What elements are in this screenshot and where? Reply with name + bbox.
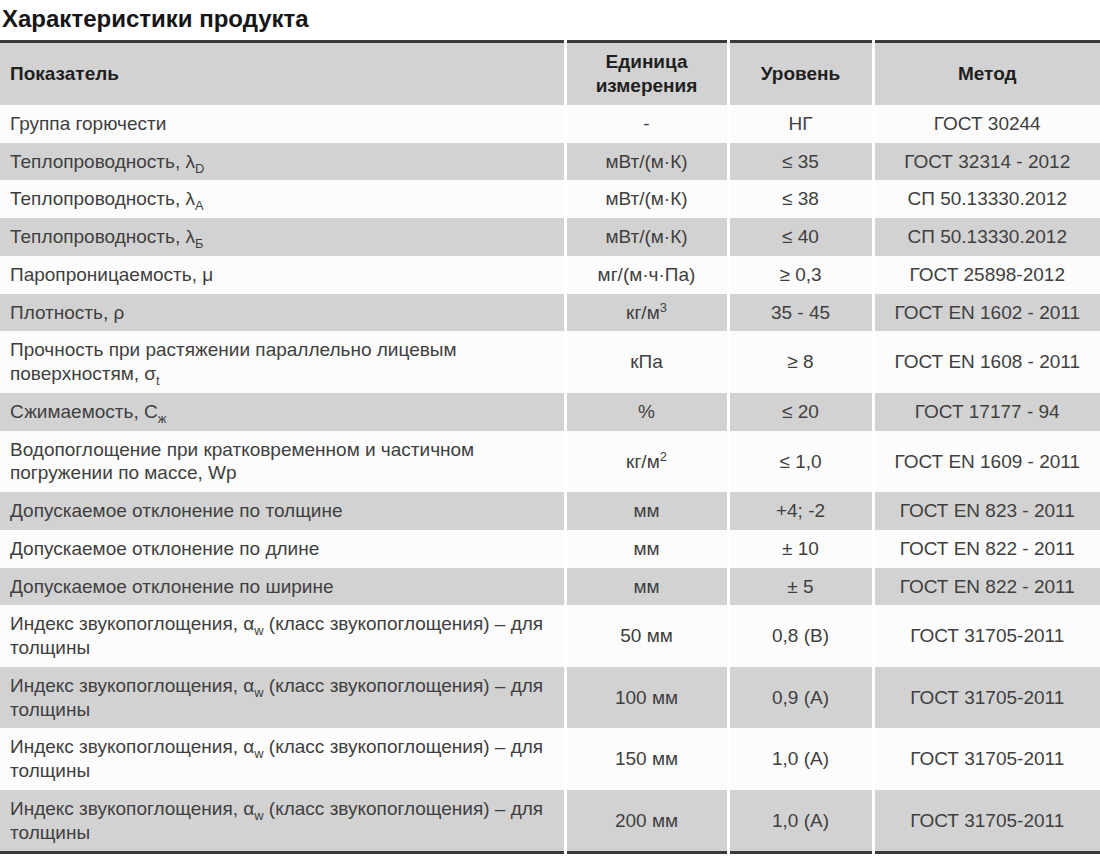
table-row: Плотность, ρкг/м335 - 45ГОСТ EN 1602 - 2… (0, 294, 1100, 332)
cell-method: ГОСТ EN 1602 - 2011 (873, 294, 1100, 332)
column-header-indicator: Показатель (0, 42, 565, 105)
cell-method: ГОСТ EN 822 - 2011 (873, 530, 1100, 568)
cell-indicator: Индекс звукопоглощения, αw (класс звукоп… (0, 667, 565, 729)
table-row: Индекс звукопоглощения, αw (класс звукоп… (0, 667, 1100, 729)
cell-level: ≤ 40 (728, 218, 873, 256)
table-header-row: Показатель Единица измерения Уровень Мет… (0, 42, 1100, 105)
cell-method: ГОСТ 31705-2011 (873, 728, 1100, 790)
table-row: Прочность при растяжении параллельно лиц… (0, 331, 1100, 393)
cell-unit: мВт/(м·К) (565, 218, 728, 256)
cell-method: ГОСТ EN 822 - 2011 (873, 568, 1100, 606)
column-header-level: Уровень (728, 42, 873, 105)
cell-unit: мм (565, 492, 728, 530)
cell-level: +4; -2 (728, 492, 873, 530)
table-row: Водопоглощение при кратковременном и час… (0, 431, 1100, 493)
table-row: Допускаемое отклонение по ширинемм± 5ГОС… (0, 568, 1100, 606)
table-row: Допускаемое отклонение по длинемм± 10ГОС… (0, 530, 1100, 568)
cell-unit: мм (565, 568, 728, 606)
cell-unit: кг/м2 (565, 431, 728, 493)
cell-indicator: Теплопроводность, λА (0, 180, 565, 218)
cell-level: ≤ 1,0 (728, 431, 873, 493)
cell-level: 1,0 (А) (728, 728, 873, 790)
column-header-unit: Единица измерения (565, 42, 728, 105)
cell-unit: 200 мм (565, 790, 728, 853)
cell-indicator: Паропроницаемость, μ (0, 256, 565, 294)
cell-level: ≤ 20 (728, 393, 873, 431)
cell-level: 0,9 (А) (728, 667, 873, 729)
cell-method: ГОСТ 32314 - 2012 (873, 143, 1100, 181)
cell-level: 1,0 (А) (728, 790, 873, 853)
table-body: Группа горючести-НГГОСТ 30244Теплопровод… (0, 105, 1100, 853)
column-header-method: Метод (873, 42, 1100, 105)
cell-level: ≤ 35 (728, 143, 873, 181)
cell-indicator: Группа горючести (0, 105, 565, 143)
table-row: Теплопроводность, λАмВт/(м·К)≤ 38СП 50.1… (0, 180, 1100, 218)
cell-unit: мм (565, 530, 728, 568)
cell-method: ГОСТ 31705-2011 (873, 790, 1100, 853)
cell-level: ≤ 38 (728, 180, 873, 218)
table-row: Допускаемое отклонение по толщинемм+4; -… (0, 492, 1100, 530)
table-row: Группа горючести-НГГОСТ 30244 (0, 105, 1100, 143)
cell-method: ГОСТ 31705-2011 (873, 605, 1100, 667)
cell-indicator: Теплопроводность, λD (0, 143, 565, 181)
page-title: Характеристики продукта (2, 6, 1100, 32)
cell-method: СП 50.13330.2012 (873, 180, 1100, 218)
cell-level: ≥ 0,3 (728, 256, 873, 294)
cell-indicator: Индекс звукопоглощения, αw (класс звукоп… (0, 728, 565, 790)
cell-indicator: Допускаемое отклонение по ширине (0, 568, 565, 606)
cell-unit: кПа (565, 331, 728, 393)
table-row: Паропроницаемость, μмг/(м·ч·Па)≥ 0,3ГОСТ… (0, 256, 1100, 294)
cell-indicator: Водопоглощение при кратковременном и час… (0, 431, 565, 493)
cell-unit: мВт/(м·К) (565, 143, 728, 181)
cell-method: ГОСТ 17177 - 94 (873, 393, 1100, 431)
cell-method: ГОСТ EN 1608 - 2011 (873, 331, 1100, 393)
cell-method: ГОСТ EN 823 - 2011 (873, 492, 1100, 530)
cell-indicator: Индекс звукопоглощения, αw (класс звукоп… (0, 790, 565, 853)
table-row: Индекс звукопоглощения, αw (класс звукоп… (0, 728, 1100, 790)
table-header: Показатель Единица измерения Уровень Мет… (0, 42, 1100, 105)
cell-level: 0,8 (В) (728, 605, 873, 667)
page: Характеристики продукта Показатель Едини… (0, 0, 1100, 857)
cell-unit: 100 мм (565, 667, 728, 729)
cell-level: ≥ 8 (728, 331, 873, 393)
table-row: Индекс звукопоглощения, αw (класс звукоп… (0, 790, 1100, 853)
cell-method: ГОСТ 25898-2012 (873, 256, 1100, 294)
cell-indicator: Плотность, ρ (0, 294, 565, 332)
cell-method: ГОСТ 31705-2011 (873, 667, 1100, 729)
cell-indicator: Допускаемое отклонение по длине (0, 530, 565, 568)
table-row: Сжимаемость, Сж%≤ 20ГОСТ 17177 - 94 (0, 393, 1100, 431)
cell-level: НГ (728, 105, 873, 143)
cell-method: ГОСТ EN 1609 - 2011 (873, 431, 1100, 493)
cell-unit: мВт/(м·К) (565, 180, 728, 218)
cell-unit: % (565, 393, 728, 431)
table-row: Теплопроводность, λБмВт/(м·К)≤ 40СП 50.1… (0, 218, 1100, 256)
cell-indicator: Допускаемое отклонение по толщине (0, 492, 565, 530)
cell-level: ± 10 (728, 530, 873, 568)
cell-indicator: Индекс звукопоглощения, αw (класс звукоп… (0, 605, 565, 667)
cell-unit: 150 мм (565, 728, 728, 790)
cell-level: 35 - 45 (728, 294, 873, 332)
cell-indicator: Сжимаемость, Сж (0, 393, 565, 431)
cell-indicator: Прочность при растяжении параллельно лиц… (0, 331, 565, 393)
table-row: Теплопроводность, λDмВт/(м·К)≤ 35ГОСТ 32… (0, 143, 1100, 181)
cell-unit: 50 мм (565, 605, 728, 667)
cell-unit: кг/м3 (565, 294, 728, 332)
characteristics-table: Показатель Единица измерения Уровень Мет… (0, 40, 1100, 854)
table-row: Индекс звукопоглощения, αw (класс звукоп… (0, 605, 1100, 667)
cell-method: СП 50.13330.2012 (873, 218, 1100, 256)
cell-level: ± 5 (728, 568, 873, 606)
cell-method: ГОСТ 30244 (873, 105, 1100, 143)
cell-indicator: Теплопроводность, λБ (0, 218, 565, 256)
cell-unit: - (565, 105, 728, 143)
cell-unit: мг/(м·ч·Па) (565, 256, 728, 294)
